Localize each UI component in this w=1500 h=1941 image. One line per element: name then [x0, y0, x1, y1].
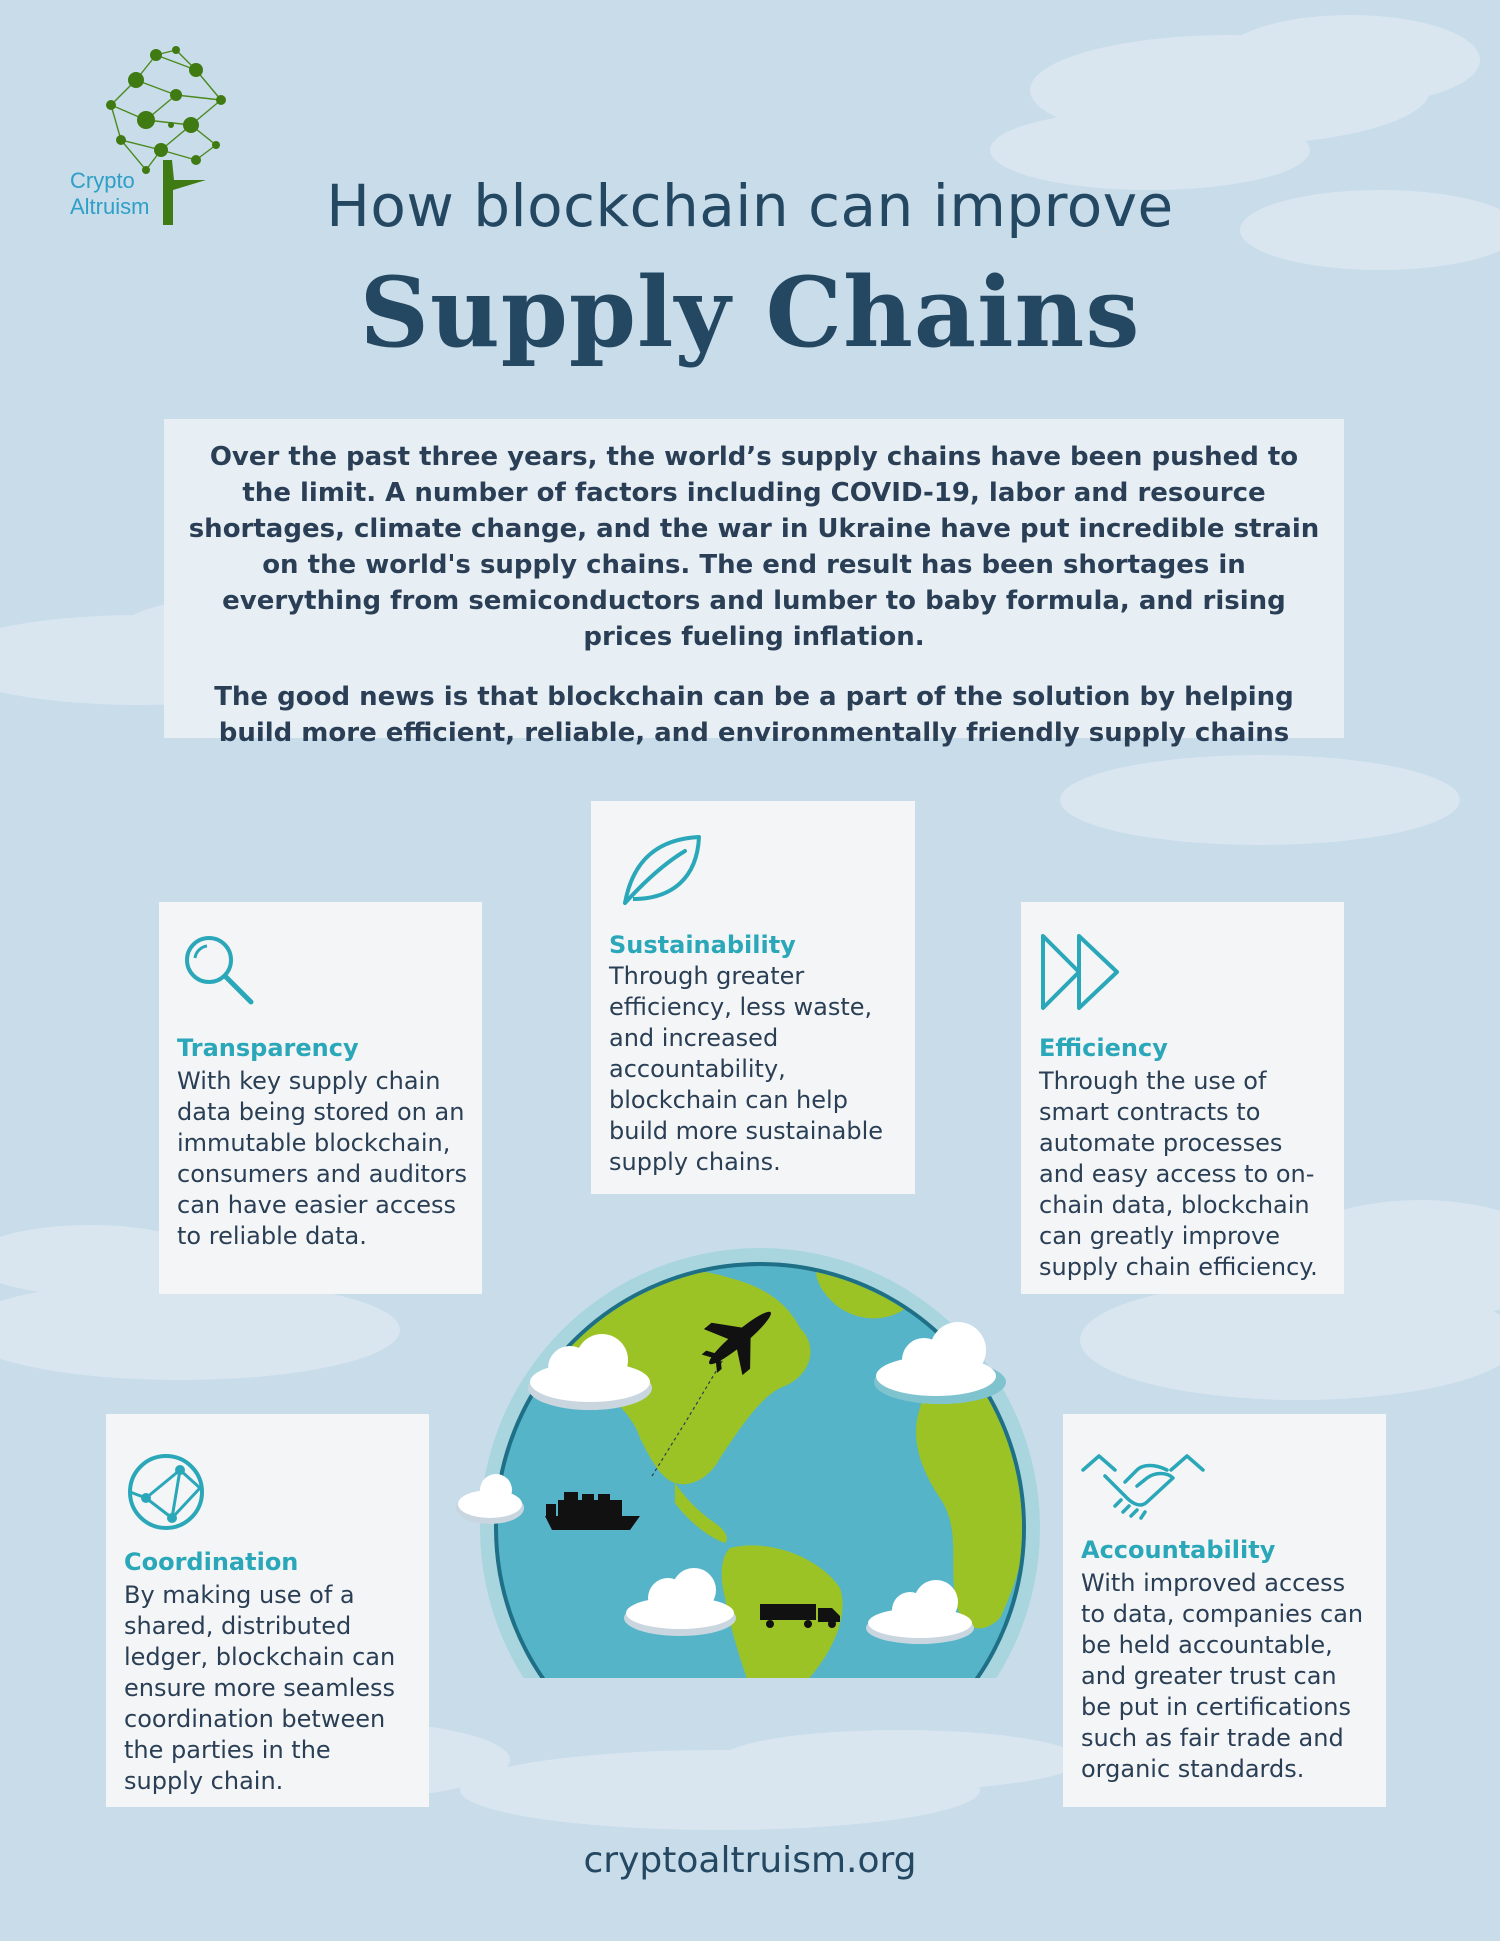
card-title: Efficiency: [1039, 1034, 1168, 1062]
card-body: By making use of a shared, distributed l…: [124, 1581, 396, 1795]
card-title: Coordination: [124, 1548, 299, 1576]
cargo-ship-icon: [545, 1492, 640, 1530]
card-coordination: Coordination By making use of a shared, …: [106, 1414, 429, 1807]
page-title: Supply Chains: [359, 256, 1141, 369]
card-accountability: Accountability With improved access to d…: [1063, 1414, 1386, 1807]
card-title: Accountability: [1081, 1536, 1276, 1564]
crypto-altruism-tree-logo: [106, 46, 226, 225]
airplane-icon: [701, 1311, 771, 1376]
card-sustainability: Sustainability Through greater efficienc…: [591, 801, 915, 1194]
fast-forward-icon: [1041, 934, 1119, 1010]
card-title: Sustainability: [609, 931, 796, 959]
network-globe-icon: [128, 1454, 204, 1530]
footer-url[interactable]: cryptoaltruism.org: [583, 1840, 917, 1881]
card-body: With key supply chain data being stored …: [177, 1067, 468, 1250]
intro-paragraph-1: Over the past three years, the world’s s…: [188, 442, 1320, 652]
cloud-icon: [456, 1322, 1006, 1644]
card-title: Transparency: [177, 1034, 359, 1062]
logo-line-1: Crypto: [70, 168, 135, 193]
card-body: Through greater efficiency, less waste, …: [609, 962, 884, 1176]
intro-box: Over the past three years, the world’s s…: [164, 419, 1344, 748]
leaf-icon: [623, 835, 701, 905]
handshake-icon: [1081, 1454, 1205, 1520]
globe-illustration: [456, 1248, 1040, 1678]
page-subtitle: How blockchain can improve: [326, 172, 1174, 240]
truck-icon: [760, 1604, 840, 1628]
logo-wordmark: Crypto Altruism: [70, 168, 170, 220]
card-efficiency: Efficiency Through the use of smart cont…: [1021, 902, 1344, 1294]
logo-line-2: Altruism: [70, 194, 150, 219]
card-body: With improved access to data, companies …: [1081, 1569, 1364, 1783]
intro-paragraph-2: The good news is that blockchain can be …: [214, 682, 1294, 748]
magnifier-icon: [185, 936, 254, 1005]
card-body: Through the use of smart contracts to au…: [1039, 1067, 1318, 1281]
card-transparency: Transparency With key supply chain data …: [159, 902, 482, 1294]
